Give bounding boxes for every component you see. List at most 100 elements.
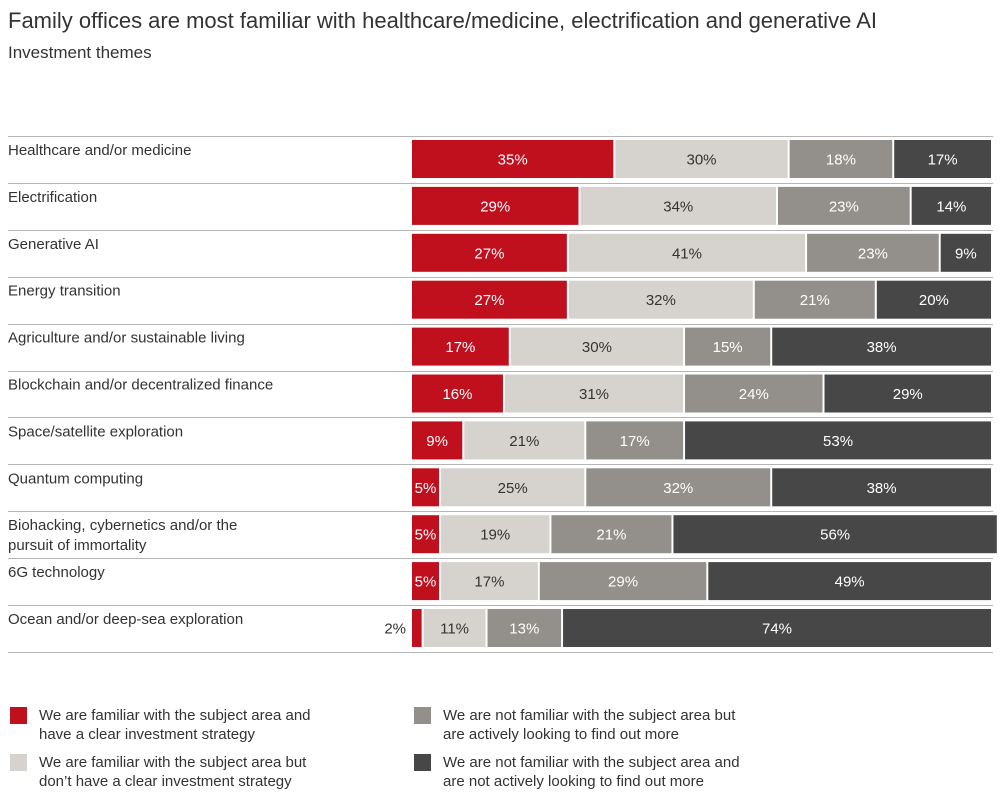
bar-segment <box>412 515 440 554</box>
bar-segment <box>412 562 440 601</box>
bar-segment <box>940 233 991 272</box>
bar-segment <box>685 421 991 460</box>
data-label: 17% <box>474 574 504 591</box>
bar-segment <box>894 140 991 178</box>
data-label: 11% <box>440 621 469 638</box>
legend-swatch <box>10 707 27 724</box>
data-label: 2% <box>384 621 406 638</box>
legend-label: We are not familiar with the subject are… <box>443 754 740 790</box>
data-label: 20% <box>919 292 949 309</box>
bar-segment <box>487 609 562 647</box>
bar-segment <box>412 327 509 366</box>
data-label: 27% <box>474 292 504 309</box>
data-label: 21% <box>509 433 539 450</box>
data-label: 74% <box>762 621 792 638</box>
data-label: 56% <box>820 527 850 544</box>
bar-segment <box>586 421 684 460</box>
bar-segment <box>615 140 788 178</box>
bar-segment <box>441 468 585 507</box>
data-label: 27% <box>474 245 504 262</box>
data-label: 21% <box>596 527 626 544</box>
data-label: 41% <box>672 245 702 262</box>
category-label: Electrification <box>8 189 97 206</box>
data-label: 32% <box>663 480 693 497</box>
bar-segment <box>685 374 823 413</box>
bar-segment <box>504 374 684 413</box>
bar-segment <box>772 468 991 507</box>
bar-segment <box>778 186 910 225</box>
bar-segment <box>510 327 684 366</box>
legend-label: We are familiar with the subject area an… <box>39 707 311 743</box>
data-label: 29% <box>608 574 638 591</box>
data-label: 29% <box>480 198 510 215</box>
bar-segment <box>876 280 991 319</box>
legend-item-familiar-with-strategy: We are familiar with the subject area an… <box>10 706 359 744</box>
data-label: 13% <box>509 621 539 638</box>
bar-segment <box>685 327 771 366</box>
bar-segment <box>412 233 567 272</box>
bar-segment <box>586 468 771 507</box>
legend-item-not-familiar-looking: We are not familiar with the subject are… <box>414 706 763 744</box>
legend-swatch <box>414 707 431 724</box>
bar-segment <box>412 280 567 319</box>
category-label: Energy transition <box>8 283 121 300</box>
data-label: 5% <box>415 527 437 544</box>
bar-segment <box>563 609 991 647</box>
category-label: Agriculture and/or sustainable living <box>8 330 245 347</box>
data-label: 24% <box>739 386 769 403</box>
legend-swatch <box>414 754 431 771</box>
data-label: 5% <box>415 480 437 497</box>
category-label: Space/satellite exploration <box>8 423 183 440</box>
category-label: Generative AI <box>8 236 99 253</box>
data-label: 17% <box>928 152 958 169</box>
data-label: 9% <box>955 245 977 262</box>
data-label: 19% <box>480 527 510 544</box>
bar-segment <box>568 280 753 319</box>
bar-segment <box>568 233 806 272</box>
stacked-bar-chart: Healthcare and/or medicine 35% 30% 18% 17% El… <box>8 136 997 653</box>
legend-label: We are familiar with the subject area bu… <box>39 754 307 790</box>
legend-swatch <box>10 754 27 771</box>
bar-segment <box>412 609 422 647</box>
bar-segment <box>580 186 777 225</box>
bar-segment <box>708 562 991 601</box>
data-label: 34% <box>663 198 693 215</box>
bar-segment <box>754 280 875 319</box>
data-label: 18% <box>826 152 856 169</box>
data-label: 31% <box>579 386 609 403</box>
data-label: 30% <box>686 152 716 169</box>
legend-item-familiar-no-strategy: We are familiar with the subject area bu… <box>10 753 359 791</box>
legend-label: We are not familiar with the subject are… <box>443 707 736 743</box>
legend-item-not-familiar-not-looking: We are not familiar with the subject are… <box>414 753 763 791</box>
data-label: 38% <box>867 480 897 497</box>
bar-segment <box>789 140 893 178</box>
data-label: 17% <box>445 339 475 356</box>
category-label: 6G technology <box>8 564 105 581</box>
category-label: Ocean and/or deep-sea exploration <box>8 611 243 628</box>
bar-segment <box>441 515 550 554</box>
bar-segment <box>412 374 503 413</box>
data-label: 23% <box>829 198 859 215</box>
category-label: Blockchain and/or decentralized finance <box>8 377 273 394</box>
bar-segment <box>441 562 538 601</box>
bar-segment <box>412 140 614 178</box>
data-label: 49% <box>835 574 865 591</box>
data-label: 32% <box>646 292 676 309</box>
bar-segment <box>423 609 486 647</box>
bar-segment <box>551 515 672 554</box>
data-label: 5% <box>415 574 437 591</box>
data-label: 16% <box>442 386 472 403</box>
bar-segment <box>772 327 991 366</box>
data-label: 29% <box>893 386 923 403</box>
data-label: 30% <box>582 339 612 356</box>
bar-segment <box>464 421 585 460</box>
chart-title: Family offices are most familiar with he… <box>8 8 877 33</box>
bar-segment <box>539 562 707 601</box>
category-label: Quantum computing <box>8 470 143 487</box>
bar-segment <box>412 468 440 507</box>
chart-subtitle: Investment themes <box>8 43 152 62</box>
bar-segment <box>673 515 997 554</box>
category-label: Biohacking, cybernetics and/or the <box>8 517 237 534</box>
data-label: 9% <box>426 433 448 450</box>
bar-segment <box>807 233 939 272</box>
